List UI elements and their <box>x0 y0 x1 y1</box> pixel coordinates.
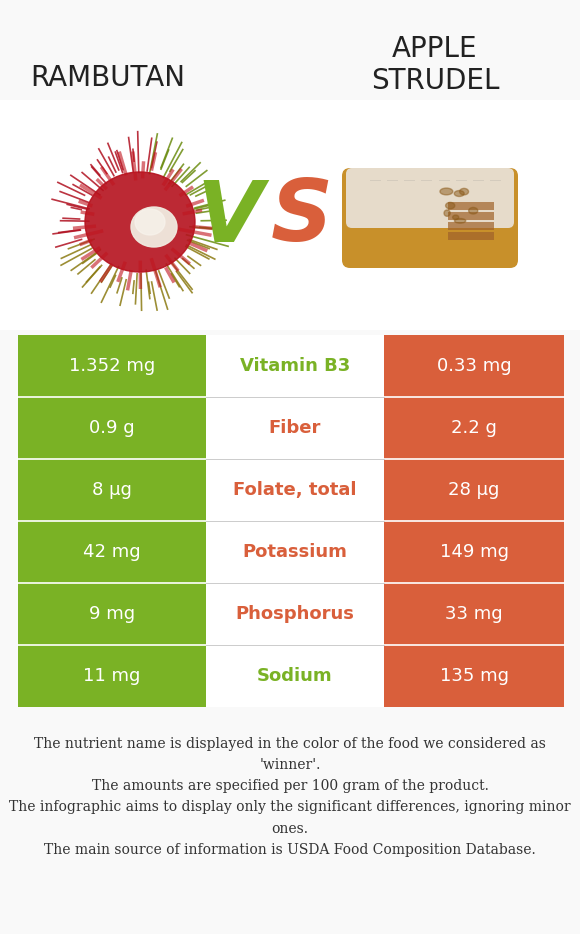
Bar <box>206 397 384 459</box>
Text: Potassium: Potassium <box>242 543 347 561</box>
Text: RAMBUTAN: RAMBUTAN <box>31 64 186 92</box>
Ellipse shape <box>131 207 177 247</box>
Ellipse shape <box>459 189 469 195</box>
Text: Phosphorus: Phosphorus <box>235 605 354 623</box>
Ellipse shape <box>445 203 455 209</box>
Ellipse shape <box>135 209 165 235</box>
Bar <box>18 645 206 707</box>
Bar <box>206 645 384 707</box>
Ellipse shape <box>452 215 459 219</box>
Bar <box>18 459 206 521</box>
Bar <box>384 459 564 521</box>
Bar <box>448 202 494 210</box>
Text: 9 mg: 9 mg <box>89 605 135 623</box>
Text: 33 mg: 33 mg <box>445 605 503 623</box>
Ellipse shape <box>85 172 195 272</box>
Text: 28 μg: 28 μg <box>448 481 500 499</box>
Ellipse shape <box>454 191 464 196</box>
Text: 135 mg: 135 mg <box>440 667 509 685</box>
Bar <box>384 583 564 645</box>
Text: 42 mg: 42 mg <box>83 543 141 561</box>
Text: 149 mg: 149 mg <box>440 543 509 561</box>
Text: Sodium: Sodium <box>257 667 333 685</box>
Ellipse shape <box>444 210 450 217</box>
FancyBboxPatch shape <box>342 168 518 268</box>
Text: 0.9 g: 0.9 g <box>89 419 135 437</box>
Text: Vitamin B3: Vitamin B3 <box>240 357 350 375</box>
Bar <box>448 222 494 230</box>
Text: Fiber: Fiber <box>269 419 321 437</box>
Text: 1.352 mg: 1.352 mg <box>69 357 155 375</box>
Text: 2.2 g: 2.2 g <box>451 419 497 437</box>
Text: The nutrient name is displayed in the color of the food we considered as
'winner: The nutrient name is displayed in the co… <box>9 737 571 856</box>
Text: 0.33 mg: 0.33 mg <box>437 357 512 375</box>
Bar <box>18 583 206 645</box>
Ellipse shape <box>469 207 478 214</box>
Bar <box>206 335 384 397</box>
Bar <box>18 335 206 397</box>
Bar <box>448 232 494 240</box>
Bar <box>18 521 206 583</box>
Ellipse shape <box>455 219 466 223</box>
Bar <box>384 335 564 397</box>
Text: V: V <box>197 177 263 260</box>
Text: Folate, total: Folate, total <box>233 481 357 499</box>
Bar <box>384 521 564 583</box>
Text: 8 μg: 8 μg <box>92 481 132 499</box>
Bar <box>384 645 564 707</box>
Bar <box>384 397 564 459</box>
Bar <box>206 583 384 645</box>
Ellipse shape <box>440 188 453 195</box>
Bar <box>448 212 494 220</box>
Bar <box>18 397 206 459</box>
Bar <box>0 100 580 330</box>
Bar <box>206 459 384 521</box>
Text: 11 mg: 11 mg <box>84 667 141 685</box>
Text: APPLE
STRUDEL: APPLE STRUDEL <box>371 35 499 94</box>
Bar <box>206 521 384 583</box>
Text: S: S <box>271 177 333 260</box>
FancyBboxPatch shape <box>346 168 514 228</box>
